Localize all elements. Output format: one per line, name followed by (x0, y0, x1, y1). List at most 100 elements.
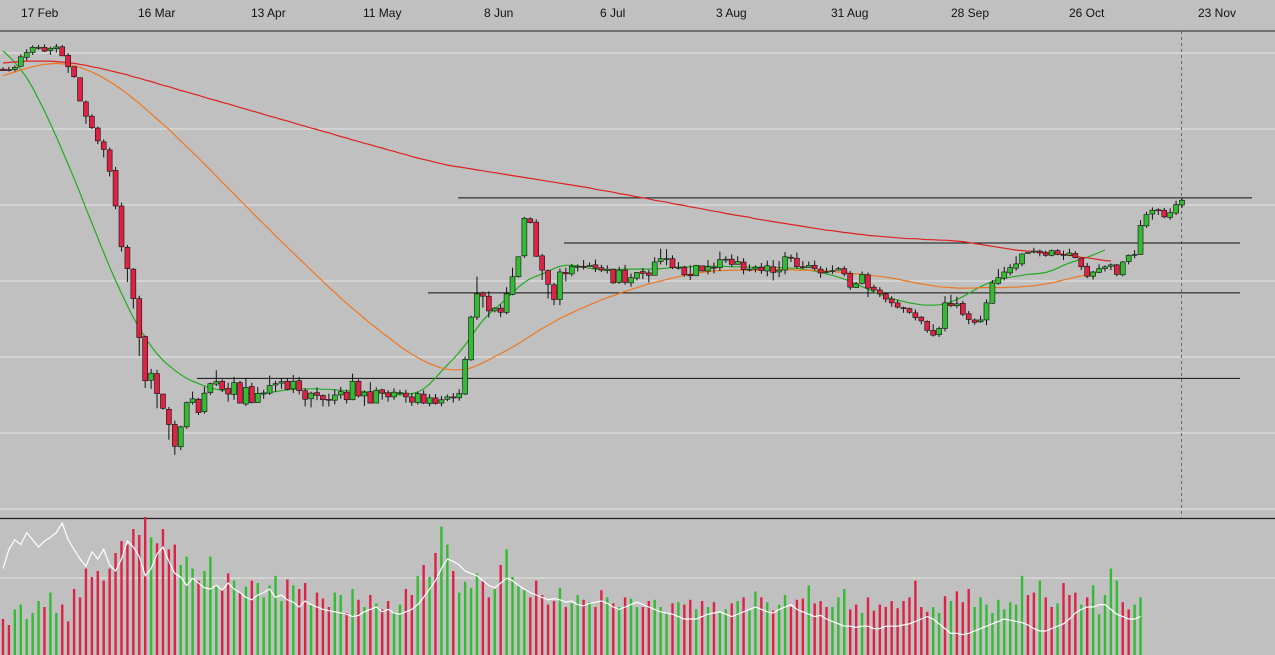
candle (669, 255, 676, 270)
candle-body (172, 424, 178, 447)
volume-bar (665, 613, 668, 655)
candle-body (882, 293, 889, 300)
candle (29, 45, 36, 55)
candle-body (711, 266, 717, 269)
volume-bar (606, 597, 609, 655)
volume-bar (375, 603, 378, 655)
candle-body (1054, 250, 1061, 255)
candle-body (728, 258, 735, 265)
volume-bar (1032, 592, 1036, 655)
volume-bar (694, 609, 698, 655)
candle (23, 49, 30, 61)
candle-body (906, 308, 913, 313)
candle-body (343, 391, 350, 401)
candle (871, 284, 877, 292)
candle (326, 393, 332, 407)
candle (397, 389, 403, 395)
candle-body (290, 380, 297, 390)
volume-bar (43, 607, 46, 655)
candle (1179, 198, 1185, 208)
volume-bar (469, 587, 473, 655)
candle (462, 356, 468, 395)
candle-body (740, 261, 747, 270)
volume-bar (825, 607, 828, 655)
candle-body (675, 266, 682, 269)
volume-bar (943, 596, 947, 655)
candle (865, 272, 871, 298)
candle (894, 300, 901, 309)
volume-bar (232, 580, 236, 655)
candle (1167, 208, 1173, 220)
volume-bar (689, 599, 692, 655)
volume-bar (1091, 585, 1095, 655)
volume-bar (517, 585, 520, 655)
candle (249, 382, 255, 404)
candle (657, 248, 664, 265)
volume-bar (446, 544, 449, 655)
candle (1007, 264, 1013, 276)
candle (177, 425, 184, 451)
volume-bar (13, 609, 17, 655)
volume-bar (404, 589, 408, 655)
volume-bar (55, 613, 58, 655)
candle (782, 252, 788, 275)
candle (989, 280, 996, 304)
candle-body (166, 408, 172, 425)
volume-bar (351, 589, 354, 655)
volume-bar (594, 607, 597, 655)
candle (877, 287, 883, 298)
volume-bar (795, 599, 799, 655)
candle (1143, 211, 1150, 228)
candle-body (1013, 263, 1019, 269)
candle (438, 395, 445, 407)
candle-body (385, 392, 391, 398)
volume-bar (949, 601, 953, 655)
volume-bar (114, 553, 117, 655)
volume-bar (1014, 604, 1018, 655)
candle-body (100, 141, 107, 150)
candle-body (841, 268, 848, 275)
volume-bar (31, 613, 34, 655)
candle (1137, 220, 1144, 255)
candle (675, 262, 682, 270)
candle-body (403, 392, 409, 398)
candle (94, 126, 101, 145)
volume-bar (523, 590, 526, 655)
volume-bar (837, 597, 840, 655)
candle-body (610, 268, 617, 284)
candle-body (77, 77, 83, 102)
candle-body (1102, 266, 1108, 269)
candle (195, 397, 202, 415)
candle (983, 299, 990, 326)
candle (770, 260, 777, 281)
candle-body (207, 383, 214, 393)
volume-bar (955, 591, 959, 655)
candle (124, 244, 131, 282)
candle (379, 388, 385, 400)
volume-bar (1020, 575, 1024, 655)
volume-bar (238, 592, 242, 655)
candle (160, 393, 166, 410)
volume-bar (854, 604, 858, 655)
volume-bar (96, 571, 99, 655)
candle (800, 261, 806, 269)
candle-body (1096, 268, 1102, 273)
candle-body (497, 307, 504, 313)
candle-body (811, 265, 818, 269)
candle-body (183, 402, 190, 428)
candle (166, 406, 172, 440)
candle (776, 261, 782, 278)
candle (284, 378, 291, 391)
candle (687, 265, 694, 281)
candle-body (1025, 252, 1031, 254)
volume-bar (671, 603, 674, 655)
candle-body (160, 393, 166, 409)
candle-body (491, 307, 498, 312)
volume-bar (357, 599, 360, 655)
candle (610, 268, 617, 284)
volume-bar (807, 585, 810, 655)
volume-bar (292, 585, 295, 655)
candle (728, 254, 735, 267)
volume-bar (612, 603, 615, 655)
volume-bar (463, 581, 467, 655)
